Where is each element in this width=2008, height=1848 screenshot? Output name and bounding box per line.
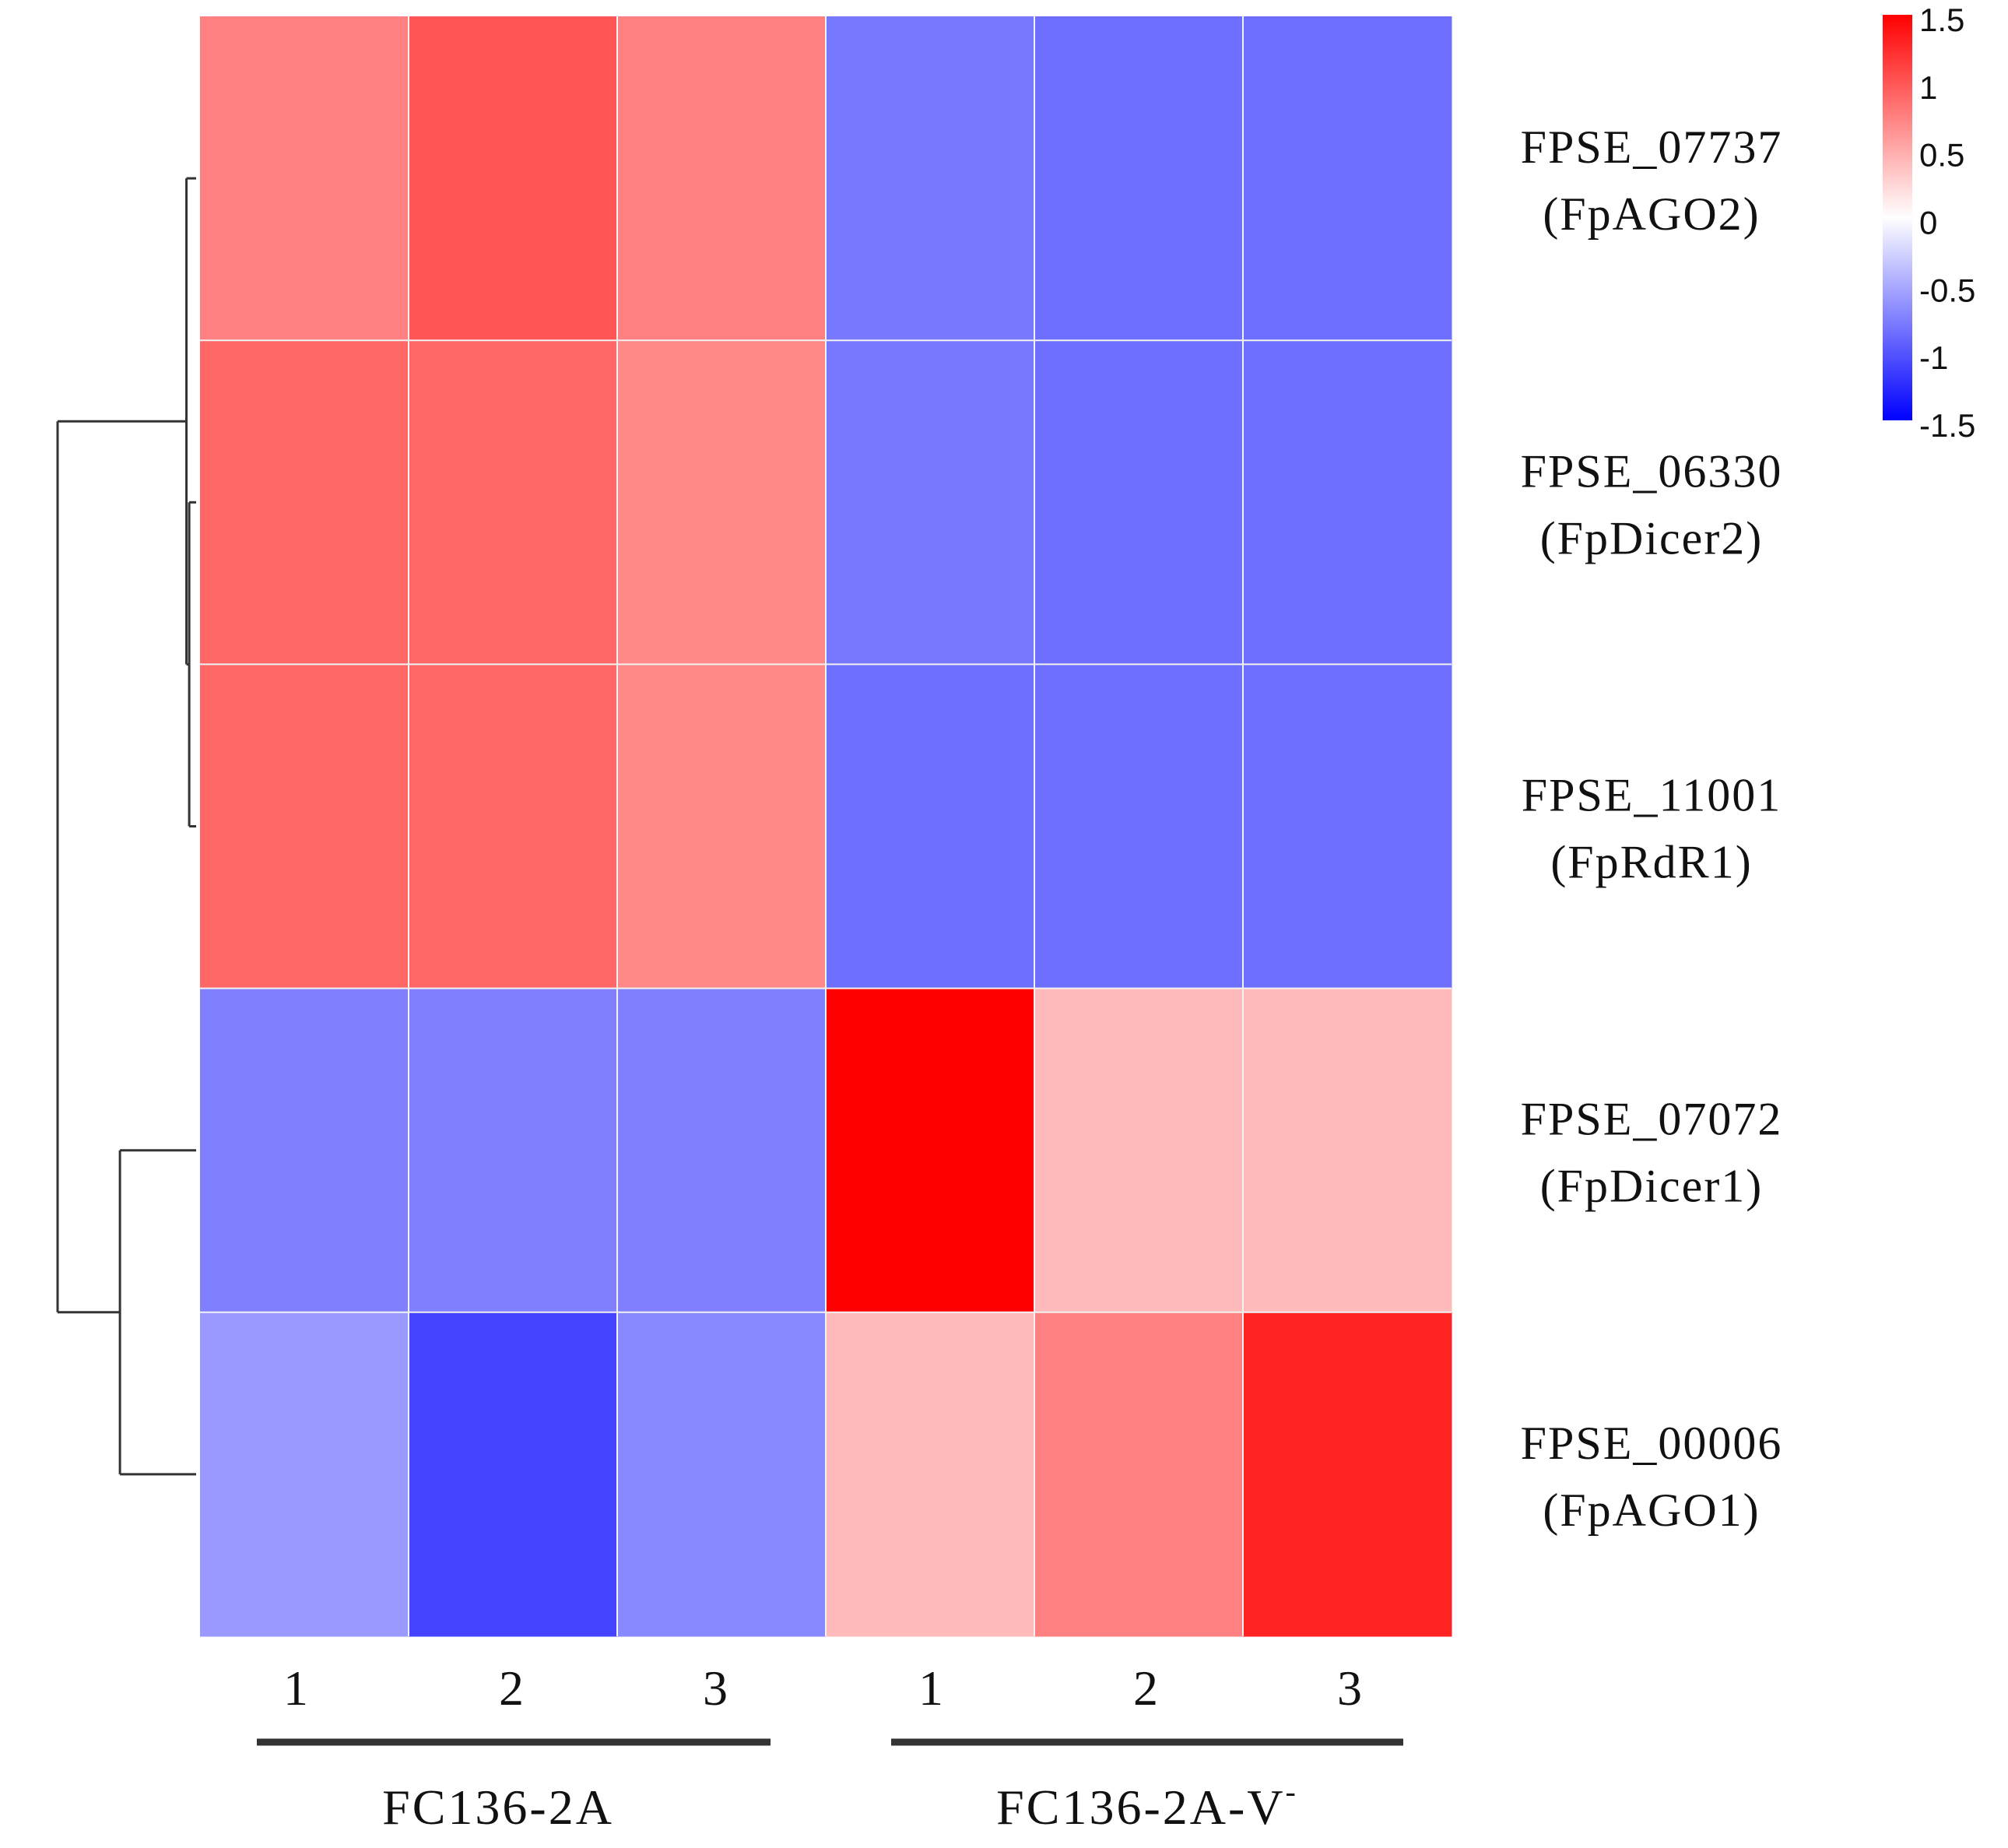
row-labels: FPSE_07737 (FpAGO2) FPSE_06330 (FpDicer2) FP… — [1521, 121, 1783, 1536]
heatmap-cell — [1243, 16, 1452, 341]
heatmap-cell — [1243, 1312, 1452, 1637]
column-labels: 1 2 3 1 2 3 — [283, 1660, 1362, 1716]
row-label-id: FPSE_07737 — [1521, 121, 1783, 173]
column-label: 3 — [703, 1660, 728, 1716]
heatmap-cell — [617, 340, 827, 665]
color-legend-ticks: 1.5 1 0.5 0 -0.5 -1 -1.5 — [1919, 2, 1975, 444]
column-label: 2 — [1133, 1660, 1158, 1716]
color-legend-bar — [1883, 15, 1912, 420]
heatmap-cell — [409, 340, 618, 665]
row-dendrogram — [56, 177, 196, 1476]
group-label: FC136-2A — [382, 1779, 614, 1835]
heatmap-cell — [1034, 16, 1244, 341]
heatmap-cell — [1034, 1312, 1244, 1637]
column-label: 2 — [499, 1660, 524, 1716]
heatmap-cell — [1243, 988, 1452, 1313]
heatmap-cell — [1243, 664, 1452, 989]
heatmap-cell — [617, 16, 827, 341]
legend-tick-label: 0.5 — [1919, 137, 1964, 174]
heatmap-cell — [826, 16, 1035, 341]
heatmap-cell — [409, 664, 618, 989]
heatmap-cell — [200, 16, 409, 341]
legend-tick-label: 1.5 — [1919, 2, 1964, 38]
heatmap-cell — [200, 1312, 409, 1637]
color-legend: 1.5 1 0.5 0 -0.5 -1 -1.5 — [1883, 2, 1975, 444]
cell-gridlines — [200, 16, 1452, 1636]
heatmap-cell — [1243, 340, 1452, 665]
group-label-superscript: - — [1286, 1774, 1298, 1809]
heatmap-cell — [409, 988, 618, 1313]
heatmap-cell — [200, 340, 409, 665]
heatmap-cells — [200, 16, 1452, 1637]
heatmap-cell — [1034, 988, 1244, 1313]
row-label-id: FPSE_11001 — [1522, 770, 1782, 821]
row-label-id: FPSE_07072 — [1521, 1094, 1783, 1145]
heatmap-cell — [826, 664, 1035, 989]
heatmap-cell — [826, 340, 1035, 665]
heatmap-cell — [200, 664, 409, 989]
group-label: FC136-2A-V- — [996, 1774, 1298, 1835]
heatmap-cell — [617, 988, 827, 1313]
row-label-alias: (FpAGO2) — [1543, 188, 1760, 240]
row-label-alias: (FpDicer2) — [1540, 512, 1764, 564]
row-label-alias: (FpRdR1) — [1550, 837, 1752, 888]
heatmap-cell — [826, 1312, 1035, 1637]
row-label-id: FPSE_06330 — [1521, 445, 1783, 497]
column-label: 1 — [283, 1660, 308, 1716]
heatmap-cell — [826, 988, 1035, 1313]
heatmap-cell — [409, 1312, 618, 1637]
heatmap-cell — [409, 16, 618, 341]
legend-tick-label: 0 — [1919, 205, 1937, 241]
heatmap-cell — [200, 988, 409, 1313]
row-label-id: FPSE_00006 — [1521, 1418, 1783, 1469]
heatmap-cell — [1034, 340, 1244, 665]
legend-tick-label: -0.5 — [1919, 272, 1975, 308]
row-label-alias: (FpDicer1) — [1540, 1161, 1764, 1212]
heatmap-cell — [617, 664, 827, 989]
legend-tick-label: 1 — [1919, 69, 1937, 106]
column-label: 3 — [1337, 1660, 1362, 1716]
legend-tick-label: -1 — [1919, 339, 1948, 376]
heatmap-cell — [617, 1312, 827, 1637]
row-label-alias: (FpAGO1) — [1543, 1484, 1760, 1536]
heatmap-cell — [1034, 664, 1244, 989]
group-labels: FC136-2A FC136-2A-V- — [257, 1738, 1403, 1835]
legend-tick-label: -1.5 — [1919, 407, 1975, 444]
column-label: 1 — [918, 1660, 943, 1716]
